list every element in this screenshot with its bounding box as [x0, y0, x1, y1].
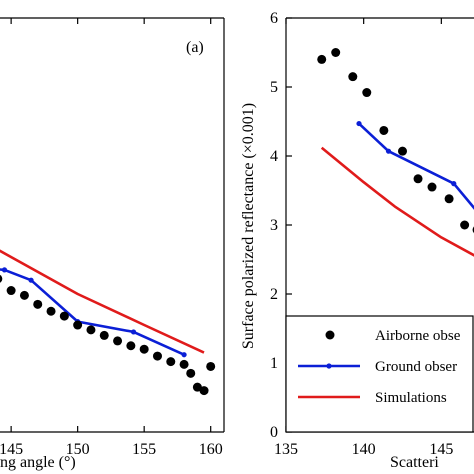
panel-a-airborne-point — [0, 274, 3, 283]
panel-a-airborne-point — [46, 306, 56, 316]
panel-b-airborne-point — [444, 194, 454, 204]
panel-a-airborne-point — [33, 299, 43, 309]
panel-b-ground-marker — [385, 148, 392, 154]
panel-a-airborne-point — [19, 290, 29, 300]
panel-b-ground-line — [358, 122, 474, 210]
panel-b-y-tick-label: 4 — [270, 148, 278, 165]
legend-marker-airborne — [325, 330, 335, 340]
panel-a-ground-marker — [130, 329, 137, 335]
panel-a-airborne-point — [186, 368, 196, 378]
panel-b-y-tick-label: 5 — [270, 79, 278, 96]
panel-b-y-tick-label: 6 — [270, 10, 278, 27]
legend: Airborne obse Ground obser Simulations — [285, 315, 474, 433]
panel-b-x-tick-label: 145 — [429, 441, 453, 458]
legend-label-airborne: Airborne obse — [375, 328, 461, 344]
panel-a-airborne-point — [59, 311, 69, 321]
legend-box — [285, 315, 474, 433]
panel-b-airborne-point — [427, 182, 437, 192]
panel-b-y-tick-label: 1 — [270, 355, 278, 372]
panel-b-airborne-point — [379, 125, 389, 135]
panel-b-airborne-point — [362, 88, 372, 98]
panel-a-x-tick-label: 150 — [66, 441, 90, 458]
panel-b-y-axis-label: Surface polarized reflectance (×0.001) — [240, 103, 257, 349]
legend-label-simulations: Simulations — [375, 390, 447, 406]
panel-b-y-tick-label: 2 — [270, 286, 278, 303]
panel-b-y-tick-label: 3 — [270, 217, 278, 234]
panel-a-airborne-point — [113, 336, 123, 346]
panel-a-airborne-point — [126, 341, 136, 351]
panel-a-airborne-point — [192, 382, 202, 392]
panel-a-airborne-point — [199, 386, 209, 396]
panel-a-x-tick-label: 155 — [132, 441, 156, 458]
panel-a-x-axis-label: ng angle (°) — [0, 454, 76, 471]
panel-b-ground-marker — [356, 120, 362, 127]
panel-a-airborne-point — [6, 286, 16, 296]
panel-b-x-tick-label: 135 — [274, 441, 298, 458]
panel-a-airborne-point — [152, 351, 162, 361]
panel-a-ground-marker — [181, 352, 187, 358]
panel-a-x-tick-label: 145 — [0, 441, 23, 458]
panel-a-ground-marker — [1, 267, 8, 273]
panel-a-x-tick-label: 160 — [199, 441, 223, 458]
panel-a: (a) 145 150 155 160 ng angle (°) — [0, 17, 225, 471]
panel-a-ground-marker — [28, 277, 34, 283]
panel-a-x-ticks: 145 150 155 160 — [0, 18, 223, 458]
panel-a-airborne-point — [86, 325, 96, 335]
panel-a-airborne-point — [73, 320, 83, 330]
panel-b-airborne-point — [398, 146, 407, 156]
panel-b-airborne-point — [317, 54, 327, 64]
panel-a-ground-line — [0, 268, 185, 356]
panel-b-airborne-point — [413, 174, 423, 184]
panel-a-simulation-line — [0, 249, 205, 354]
legend-marker-ground — [326, 363, 332, 369]
panel-a-airborne-point — [206, 361, 216, 371]
panel-a-airborne-point — [166, 357, 176, 367]
panel-b-airborne-point — [331, 48, 341, 57]
panel-b-x-axis-label: Scatteri — [390, 454, 439, 471]
panel-b-airborne-point — [460, 220, 470, 230]
panel-a-airborne-point — [139, 344, 149, 354]
panel-b-x-tick-label: 140 — [352, 441, 376, 458]
panel-a-airborne-point — [179, 359, 189, 369]
panel-b-simulation-line — [320, 146, 474, 257]
panel-a-label: (a) — [186, 39, 204, 56]
panel-a-airborne-point — [99, 330, 109, 340]
panel-b-ground-marker — [451, 181, 457, 187]
panel-b-plot-area — [317, 48, 474, 257]
panel-b-y-tick-label: 0 — [270, 424, 278, 441]
legend-label-ground: Ground obser — [375, 359, 457, 375]
panel-b-airborne-point — [348, 72, 358, 82]
panel-a-plot-area — [0, 249, 216, 396]
panel-b: 0 1 2 3 4 5 6 135 140 145 Surface polarized refl… — [240, 10, 474, 471]
